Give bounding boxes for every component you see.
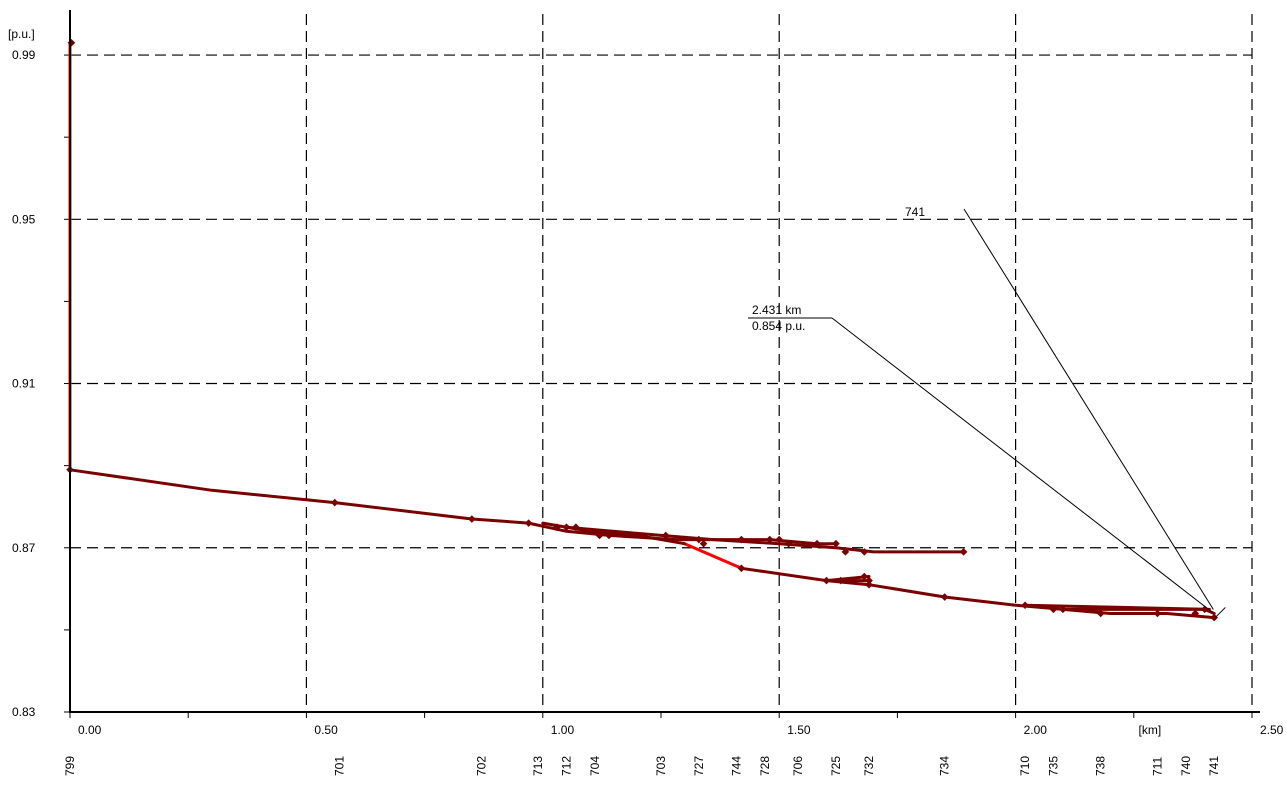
- node-marker: [661, 531, 670, 540]
- node-marker: [737, 535, 746, 544]
- node-marker: [1059, 605, 1067, 614]
- series-line: [683, 542, 743, 570]
- node-marker: [940, 593, 949, 601]
- node-marker: [841, 548, 850, 556]
- label-layer: 0.83 0.87 0.91 0.95 0.99 [p.u.] 0.00 0.50 1.00 1.…: [8, 27, 1284, 776]
- x-tick-label: 0.00: [78, 723, 102, 737]
- axis-layer: [69, 10, 1260, 713]
- annotation-distance-label: 2.431 km: [752, 303, 801, 317]
- annotation-leader-line: [963, 208, 1214, 610]
- series-line: [68, 468, 838, 546]
- node-marker: [595, 531, 604, 540]
- node-marker: [959, 548, 968, 556]
- node-label: 712: [559, 756, 573, 776]
- y-tick-label: 0.95: [12, 212, 36, 226]
- x-tick-label: 0.50: [314, 723, 338, 737]
- node-label: 741: [1207, 756, 1221, 776]
- node-marker: [860, 548, 869, 556]
- node-marker: [765, 535, 774, 544]
- y-tick-label: 0.91: [12, 377, 36, 391]
- node-marker: [1096, 609, 1105, 618]
- node-label: 727: [692, 756, 706, 776]
- node-label: 703: [654, 756, 668, 776]
- node-label: 734: [938, 756, 952, 776]
- series-line: [1023, 603, 1211, 611]
- node-marker: [1153, 609, 1162, 618]
- node-marker: [775, 535, 783, 544]
- x-tick-label: 1.00: [551, 723, 575, 737]
- node-marker: [1049, 605, 1058, 614]
- node-marker: [553, 523, 561, 532]
- node-marker: [865, 576, 873, 585]
- node-marker: [784, 539, 793, 548]
- node-label: 728: [758, 756, 772, 776]
- node-label: 732: [862, 756, 876, 776]
- node-label: 701: [332, 756, 346, 776]
- node-marker: [605, 531, 613, 540]
- node-marker: [737, 564, 746, 573]
- node-marker: [562, 523, 571, 532]
- node-label: 735: [1046, 756, 1060, 776]
- annotation-endpoint-mark: [1215, 607, 1226, 618]
- node-marker: [1021, 601, 1029, 610]
- node-label: 744: [730, 756, 744, 776]
- series-layer: [68, 41, 1216, 620]
- x-axis-unit-label: [km]: [1139, 723, 1162, 737]
- series-line: [1061, 607, 1216, 620]
- y-tick-label: 0.87: [12, 541, 36, 555]
- x-tick-label: 1.50: [787, 723, 811, 737]
- x-tick-label: 2.00: [1024, 723, 1048, 737]
- x-tick-label: 2.50: [1260, 723, 1284, 737]
- node-label: 710: [1018, 756, 1032, 776]
- node-label: 713: [531, 756, 545, 776]
- node-label: 799: [63, 756, 77, 776]
- annotation-voltage-label: 0.854 p.u.: [752, 319, 805, 333]
- minor-ticks: [64, 54, 1253, 718]
- node-label: 711: [1150, 757, 1164, 776]
- node-label: 740: [1179, 756, 1193, 776]
- node-marker: [572, 523, 580, 532]
- node-marker: [699, 539, 708, 548]
- annotation-layer: 741 2.431 km 0.854 p.u.: [748, 205, 1226, 618]
- node-marker: [813, 539, 821, 548]
- node-label: 706: [791, 756, 805, 776]
- node-label: 738: [1094, 756, 1108, 776]
- annotation-node-label: 741: [905, 205, 925, 219]
- node-marker: [1191, 609, 1200, 618]
- node-label: 702: [474, 756, 488, 776]
- node-marker: [822, 576, 831, 585]
- annotation-leader-line: [831, 317, 1212, 612]
- node-label: 704: [588, 756, 602, 776]
- marker-layer: [66, 38, 1218, 622]
- node-marker: [1210, 613, 1218, 622]
- y-axis-unit-label: [p.u.]: [8, 27, 35, 41]
- node-marker: [695, 535, 703, 544]
- y-tick-label: 0.83: [12, 705, 36, 719]
- grid-layer: [70, 14, 1253, 712]
- node-marker: [865, 580, 873, 589]
- y-tick-label: 0.99: [12, 48, 36, 62]
- node-marker: [836, 576, 845, 585]
- node-label: 725: [829, 756, 843, 776]
- node-marker: [860, 572, 869, 581]
- node-marker: [330, 498, 339, 507]
- node-marker: [832, 539, 840, 548]
- node-marker: [468, 515, 476, 523]
- series-line: [564, 525, 966, 554]
- node-marker: [524, 519, 533, 527]
